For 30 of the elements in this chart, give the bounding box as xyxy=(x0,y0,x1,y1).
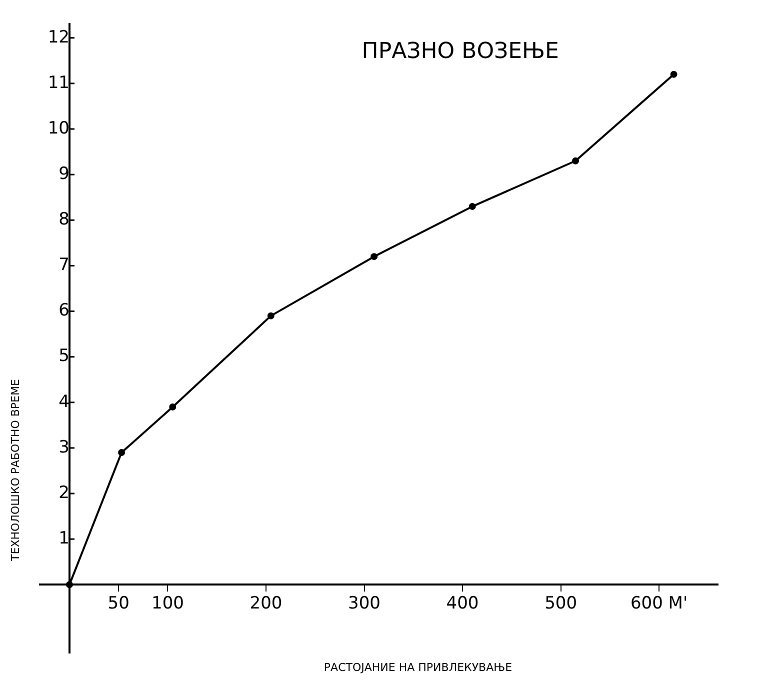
text: ПРАЗНО ВОЗЕЊЕ xyxy=(362,38,559,64)
point xyxy=(572,157,580,164)
point xyxy=(370,253,378,260)
x-tick-label: 600 M' xyxy=(630,593,688,614)
y-tick-label: 8 xyxy=(58,210,70,230)
y-tick-label: 11 xyxy=(48,72,70,93)
point xyxy=(670,70,678,78)
y-tick-label: 1 xyxy=(58,528,70,549)
y-tick-label: 2 xyxy=(58,482,70,503)
y-tick-label: 3 xyxy=(58,437,70,458)
x-axis-title: РАСТОЈАНИЕ НА ПРИВЛЕКУВАЊЕ xyxy=(324,660,512,674)
x-tick-label: 400 xyxy=(446,593,479,614)
y-tick-label: 7 xyxy=(58,255,70,276)
point xyxy=(468,202,476,210)
x-tick-label: 50 xyxy=(108,593,130,614)
point xyxy=(66,581,73,588)
x-tick-label: 200 xyxy=(250,593,282,614)
y-tick-label: 9 xyxy=(58,164,70,184)
point xyxy=(169,403,176,410)
y-tick-label: 4 xyxy=(58,392,70,412)
y-tick-label: 5 xyxy=(58,346,70,366)
y-axis-title: ТЕХНОЛОШКО РАБОТНО ВРЕМЕ xyxy=(8,379,22,562)
x-tick-label: 100 xyxy=(152,593,184,614)
point xyxy=(118,449,126,456)
y-tick-label: 10 xyxy=(48,118,70,138)
y-tick-label: 6 xyxy=(58,300,70,321)
x-tick-label: 300 xyxy=(348,593,380,614)
y-tick-label: 12 xyxy=(48,27,70,48)
point xyxy=(267,312,274,320)
x-tick-label: 500 xyxy=(544,593,578,614)
